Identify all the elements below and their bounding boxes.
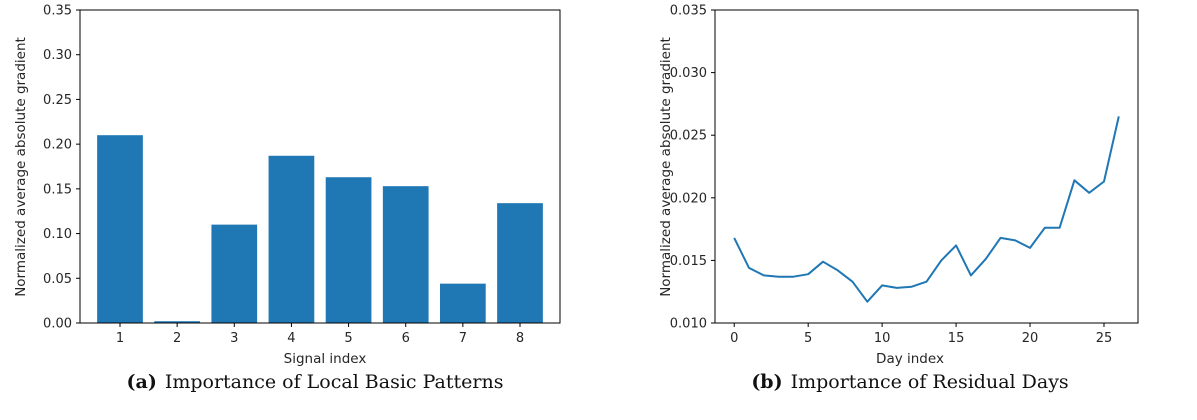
x-tick-label: 5 bbox=[804, 331, 812, 346]
bar-8 bbox=[497, 203, 543, 323]
caption-a: (a) Importance of Local Basic Patterns bbox=[80, 367, 550, 397]
x-tick-label: 2 bbox=[173, 331, 181, 346]
y-tick-label: 0.30 bbox=[43, 48, 72, 63]
bar-6 bbox=[382, 186, 429, 323]
y-tick-label: 0.035 bbox=[670, 4, 707, 19]
x-tick-label: 7 bbox=[459, 331, 467, 346]
x-tick-label: 0 bbox=[730, 331, 738, 346]
y-tick-label: 0.05 bbox=[43, 272, 72, 287]
x-tick-label: 5 bbox=[344, 331, 352, 346]
caption-tag: (b) bbox=[751, 371, 783, 393]
x-axis-label: Signal index bbox=[284, 351, 367, 367]
y-tick-label: 0.025 bbox=[670, 129, 707, 144]
y-tick-label: 0.10 bbox=[43, 227, 72, 242]
y-tick-label: 0.015 bbox=[670, 254, 707, 269]
plot-frame bbox=[714, 9, 1139, 324]
y-axis-label: Normalized average absolute gradient bbox=[13, 37, 29, 297]
x-tick-label: 8 bbox=[516, 331, 524, 346]
x-tick-label: 25 bbox=[1096, 331, 1113, 346]
caption-tag: (a) bbox=[126, 371, 157, 393]
y-tick-label: 0.20 bbox=[43, 138, 72, 153]
x-tick-label: 1 bbox=[116, 331, 124, 346]
bar-2 bbox=[154, 321, 200, 323]
data-line bbox=[733, 116, 1120, 303]
x-tick-label: 10 bbox=[874, 331, 891, 346]
bar-5 bbox=[325, 177, 372, 323]
x-tick-label: 4 bbox=[287, 331, 295, 346]
x-tick-label: 6 bbox=[402, 331, 410, 346]
bar-chart-signal-importance: Normalized average absolute gradient Sig… bbox=[13, 4, 561, 367]
y-tick-label: 0.25 bbox=[43, 93, 72, 108]
y-tick-label: 0.35 bbox=[43, 4, 72, 19]
y-tick-label: 0.010 bbox=[670, 317, 707, 332]
caption-b: (b) Importance of Residual Days bbox=[680, 367, 1140, 397]
y-tick-label: 0.00 bbox=[43, 317, 72, 332]
x-tick-label: 3 bbox=[230, 331, 238, 346]
y-tick-label: 0.15 bbox=[43, 182, 72, 197]
line-chart-day-importance: Normalized average absolute gradient Day… bbox=[658, 4, 1139, 367]
bar-3 bbox=[211, 224, 258, 323]
x-tick-label: 20 bbox=[1022, 331, 1039, 346]
y-tick-label: 0.020 bbox=[670, 191, 707, 206]
caption-text: Importance of Residual Days bbox=[790, 371, 1069, 393]
y-tick-label: 0.030 bbox=[670, 66, 707, 81]
bar-1 bbox=[97, 135, 143, 323]
bar-4 bbox=[268, 155, 315, 323]
caption-text: Importance of Local Basic Patterns bbox=[164, 371, 504, 393]
bar-7 bbox=[440, 283, 486, 323]
y-axis-label: Normalized average absolute gradient bbox=[658, 37, 674, 297]
plot-frame bbox=[79, 9, 561, 324]
x-tick-label: 15 bbox=[948, 331, 965, 346]
x-axis-label: Day index bbox=[876, 351, 944, 367]
